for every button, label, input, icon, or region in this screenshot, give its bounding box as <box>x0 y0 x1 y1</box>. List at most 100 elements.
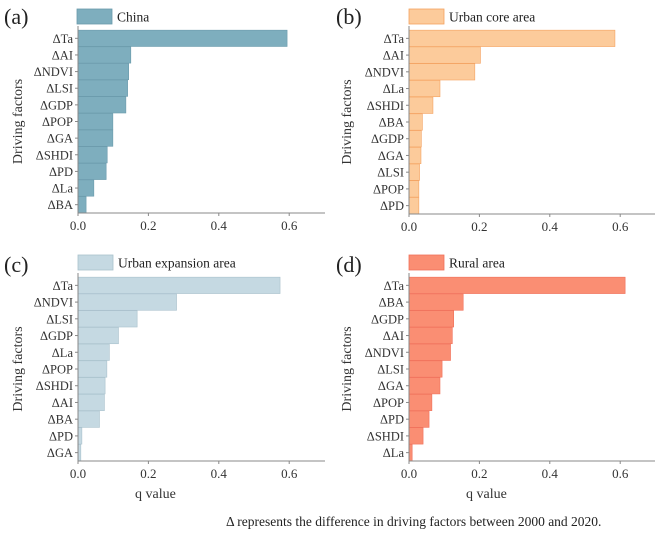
category-label: ΔNDVI <box>34 65 73 79</box>
bar-delta-pd <box>77 162 107 180</box>
y-axis-title: Driving factors <box>11 79 26 164</box>
category-label: ΔLSI <box>46 82 73 96</box>
bar-delta-la <box>77 179 95 197</box>
legend-swatch <box>408 8 445 25</box>
bar-delta-pop <box>408 393 433 411</box>
category-label: ΔPOP <box>373 396 404 410</box>
category-label: ΔLa <box>383 82 405 96</box>
category-label: ΔTa <box>384 32 405 46</box>
category-label: ΔBA <box>379 116 404 130</box>
bar-delta-ai <box>77 393 105 411</box>
category-label: ΔAI <box>52 396 73 410</box>
bar-delta-lsi <box>408 163 420 181</box>
bar-delta-ba <box>408 113 423 131</box>
y-axis-title: Driving factors <box>11 326 26 411</box>
category-label: ΔGDP <box>371 312 404 326</box>
y-axis-title: Driving factors <box>340 79 355 164</box>
category-label: ΔLSI <box>377 166 404 180</box>
category-label: ΔGA <box>378 149 404 163</box>
bar-delta-gdp <box>408 310 455 328</box>
bar-delta-ba <box>408 293 464 311</box>
legend-label: Urban expansion area <box>118 256 236 271</box>
bar-delta-lsi <box>77 79 128 97</box>
category-label: ΔAI <box>383 329 404 343</box>
bar-delta-pd <box>408 197 420 215</box>
x-tick-label: 0.2 <box>140 466 156 481</box>
x-tick-label: 0.4 <box>542 219 559 234</box>
panel-label: (a) <box>4 4 28 29</box>
category-label: ΔAI <box>383 49 404 63</box>
bar-delta-pd <box>408 410 430 428</box>
category-label: ΔGDP <box>40 329 73 343</box>
panel-label: (c) <box>4 252 28 277</box>
panel-label: (b) <box>336 4 362 29</box>
x-tick-label: 0.4 <box>211 466 228 481</box>
category-label: ΔGA <box>378 379 404 393</box>
category-label: ΔNDVI <box>365 346 404 360</box>
category-label: ΔTa <box>53 279 74 293</box>
bar-delta-gdp <box>77 96 127 114</box>
category-label: ΔLa <box>52 346 74 360</box>
category-label: ΔPOP <box>373 182 404 196</box>
x-tick-label: 0.2 <box>471 219 487 234</box>
bar-delta-ta <box>77 276 281 294</box>
x-tick-label: 0.4 <box>211 218 228 233</box>
category-label: ΔPOP <box>42 115 73 129</box>
bar-delta-ta <box>77 29 288 47</box>
panel-label: (d) <box>336 252 362 277</box>
panel-d: (d) Rural area ΔTa ΔBA ΔGDP ΔAI ΔNDVI ΔLSI ΔGA ΔP… <box>336 252 655 502</box>
bar-delta-shdi <box>77 377 106 395</box>
y-axis-title: Driving factors <box>340 326 355 411</box>
x-tick-label: 0.6 <box>612 466 629 481</box>
category-label: ΔBA <box>379 296 404 310</box>
bar-delta-la <box>408 80 441 98</box>
x-tick-label: 0.4 <box>542 466 559 481</box>
category-label: ΔAI <box>52 48 73 62</box>
bar-delta-pop <box>77 360 108 378</box>
bar-delta-shdi <box>77 146 108 164</box>
bar-delta-ba <box>77 410 100 428</box>
category-label: ΔTa <box>384 279 405 293</box>
category-label: ΔBA <box>48 198 73 212</box>
bar-delta-pop <box>408 180 420 198</box>
bar-delta-pd <box>77 427 83 445</box>
bar-delta-ga <box>408 377 441 395</box>
x-tick-label: 0.6 <box>281 218 298 233</box>
category-label: ΔBA <box>48 413 73 427</box>
category-label: ΔLSI <box>377 363 404 377</box>
bar-delta-shdi <box>408 427 424 445</box>
legend-swatch <box>408 254 445 271</box>
category-label: ΔNDVI <box>34 296 73 310</box>
category-label: ΔPD <box>380 199 404 213</box>
legend-label: Rural area <box>449 256 505 271</box>
bar-delta-gdp <box>408 130 422 148</box>
bar-delta-ai <box>77 46 132 64</box>
x-tick-label: 0.2 <box>140 218 156 233</box>
category-label: ΔGA <box>47 446 73 460</box>
category-label: ΔPD <box>49 165 73 179</box>
category-label: ΔPD <box>380 413 404 427</box>
category-label: ΔSHDI <box>367 99 404 113</box>
bar-delta-ta <box>408 276 626 294</box>
category-label: ΔLa <box>52 182 74 196</box>
bar-delta-ga <box>77 129 114 147</box>
category-label: ΔGA <box>47 132 73 146</box>
category-label: ΔGDP <box>371 132 404 146</box>
bar-delta-la <box>77 343 110 361</box>
bar-delta-pop <box>77 113 114 130</box>
legend-swatch <box>76 8 113 25</box>
category-label: ΔPD <box>49 429 73 443</box>
category-label: ΔNDVI <box>365 65 404 79</box>
panel-b: (b) Urban core area ΔTa ΔAI ΔNDVI ΔLa ΔSHDI ΔBA… <box>336 4 655 234</box>
x-tick-label: 0.6 <box>281 466 298 481</box>
category-label: ΔLa <box>383 446 405 460</box>
bar-delta-lsi <box>408 360 443 378</box>
bar-delta-ba <box>77 196 87 214</box>
bar-delta-ndvi <box>408 343 451 361</box>
x-tick-label: 0.6 <box>612 219 629 234</box>
x-tick-label: 0.2 <box>471 466 487 481</box>
legend-swatch <box>77 254 114 271</box>
bar-delta-ndvi <box>408 63 476 81</box>
legend-label: Urban core area <box>449 10 535 25</box>
